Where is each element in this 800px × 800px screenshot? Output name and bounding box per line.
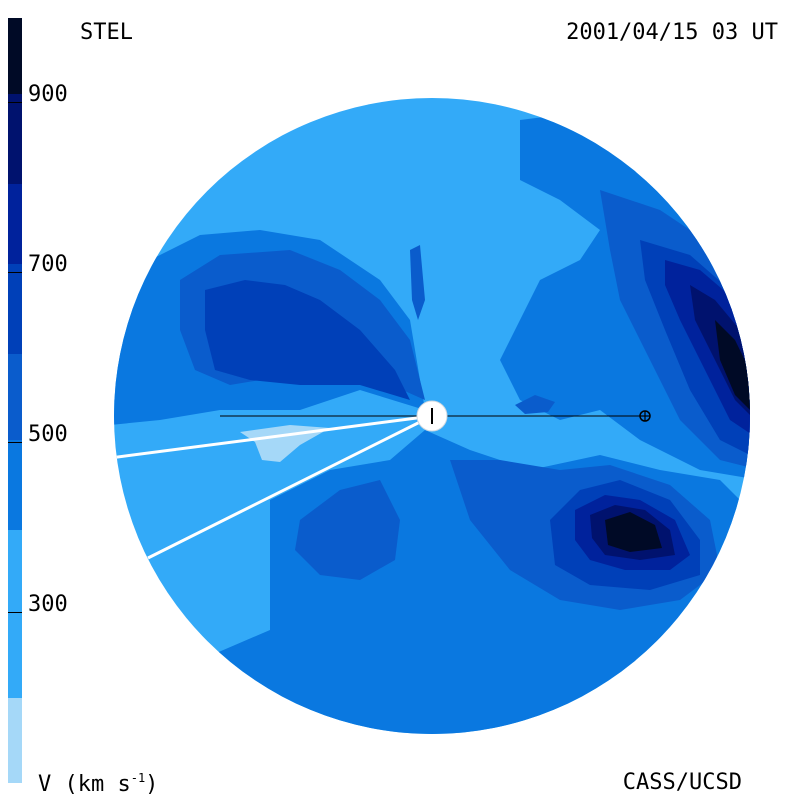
- contour-900-lower-right: [605, 512, 662, 552]
- station-label: STEL: [80, 20, 133, 45]
- contour-streak-up: [410, 245, 425, 320]
- contour-streak-right-dot: [515, 395, 555, 414]
- colorbar-tick-300: [8, 612, 22, 613]
- colorbar-tick-label-300: 300: [28, 592, 68, 617]
- colorbar-units-label: V (km s-1): [38, 772, 158, 796]
- contour-200-left-patch: [240, 425, 330, 462]
- contour-600-upper-left: [205, 280, 410, 400]
- velocity-colorbar: [8, 18, 22, 783]
- earth-icon: [639, 410, 651, 422]
- data-gap-line-2: [147, 414, 433, 560]
- colorbar-tick-900: [8, 102, 22, 103]
- colorbar-level-500-600: [8, 354, 22, 440]
- colorbar-level-700-800: [8, 184, 22, 264]
- colorbar-tick-label-500: 500: [28, 422, 68, 447]
- units-main: V (km s: [38, 772, 131, 797]
- credit-label: CASS/UCSD: [622, 770, 742, 795]
- colorbar-tick-700: [8, 272, 22, 273]
- colorbar-level-900-1000: [8, 18, 22, 94]
- colorbar-tick-500: [8, 442, 22, 443]
- colorbar-level-300-400: [8, 530, 22, 698]
- colorbar-level-400-500: [8, 440, 22, 530]
- colorbar-level-200-300: [8, 698, 22, 783]
- colorbar-tick-label-700: 700: [28, 252, 68, 277]
- contour-900-right: [715, 320, 750, 410]
- contour-500-lower-left: [295, 480, 400, 580]
- data-gap-line-1: [114, 414, 433, 460]
- colorbar-tick-label-900: 900: [28, 82, 68, 107]
- timestamp-label: 2001/04/15 03 UT: [566, 20, 778, 45]
- colorbar-level-600-700: [8, 264, 22, 354]
- units-close: ): [145, 772, 159, 797]
- colorbar-level-800-900: [8, 94, 22, 184]
- units-exponent: -1: [130, 771, 146, 785]
